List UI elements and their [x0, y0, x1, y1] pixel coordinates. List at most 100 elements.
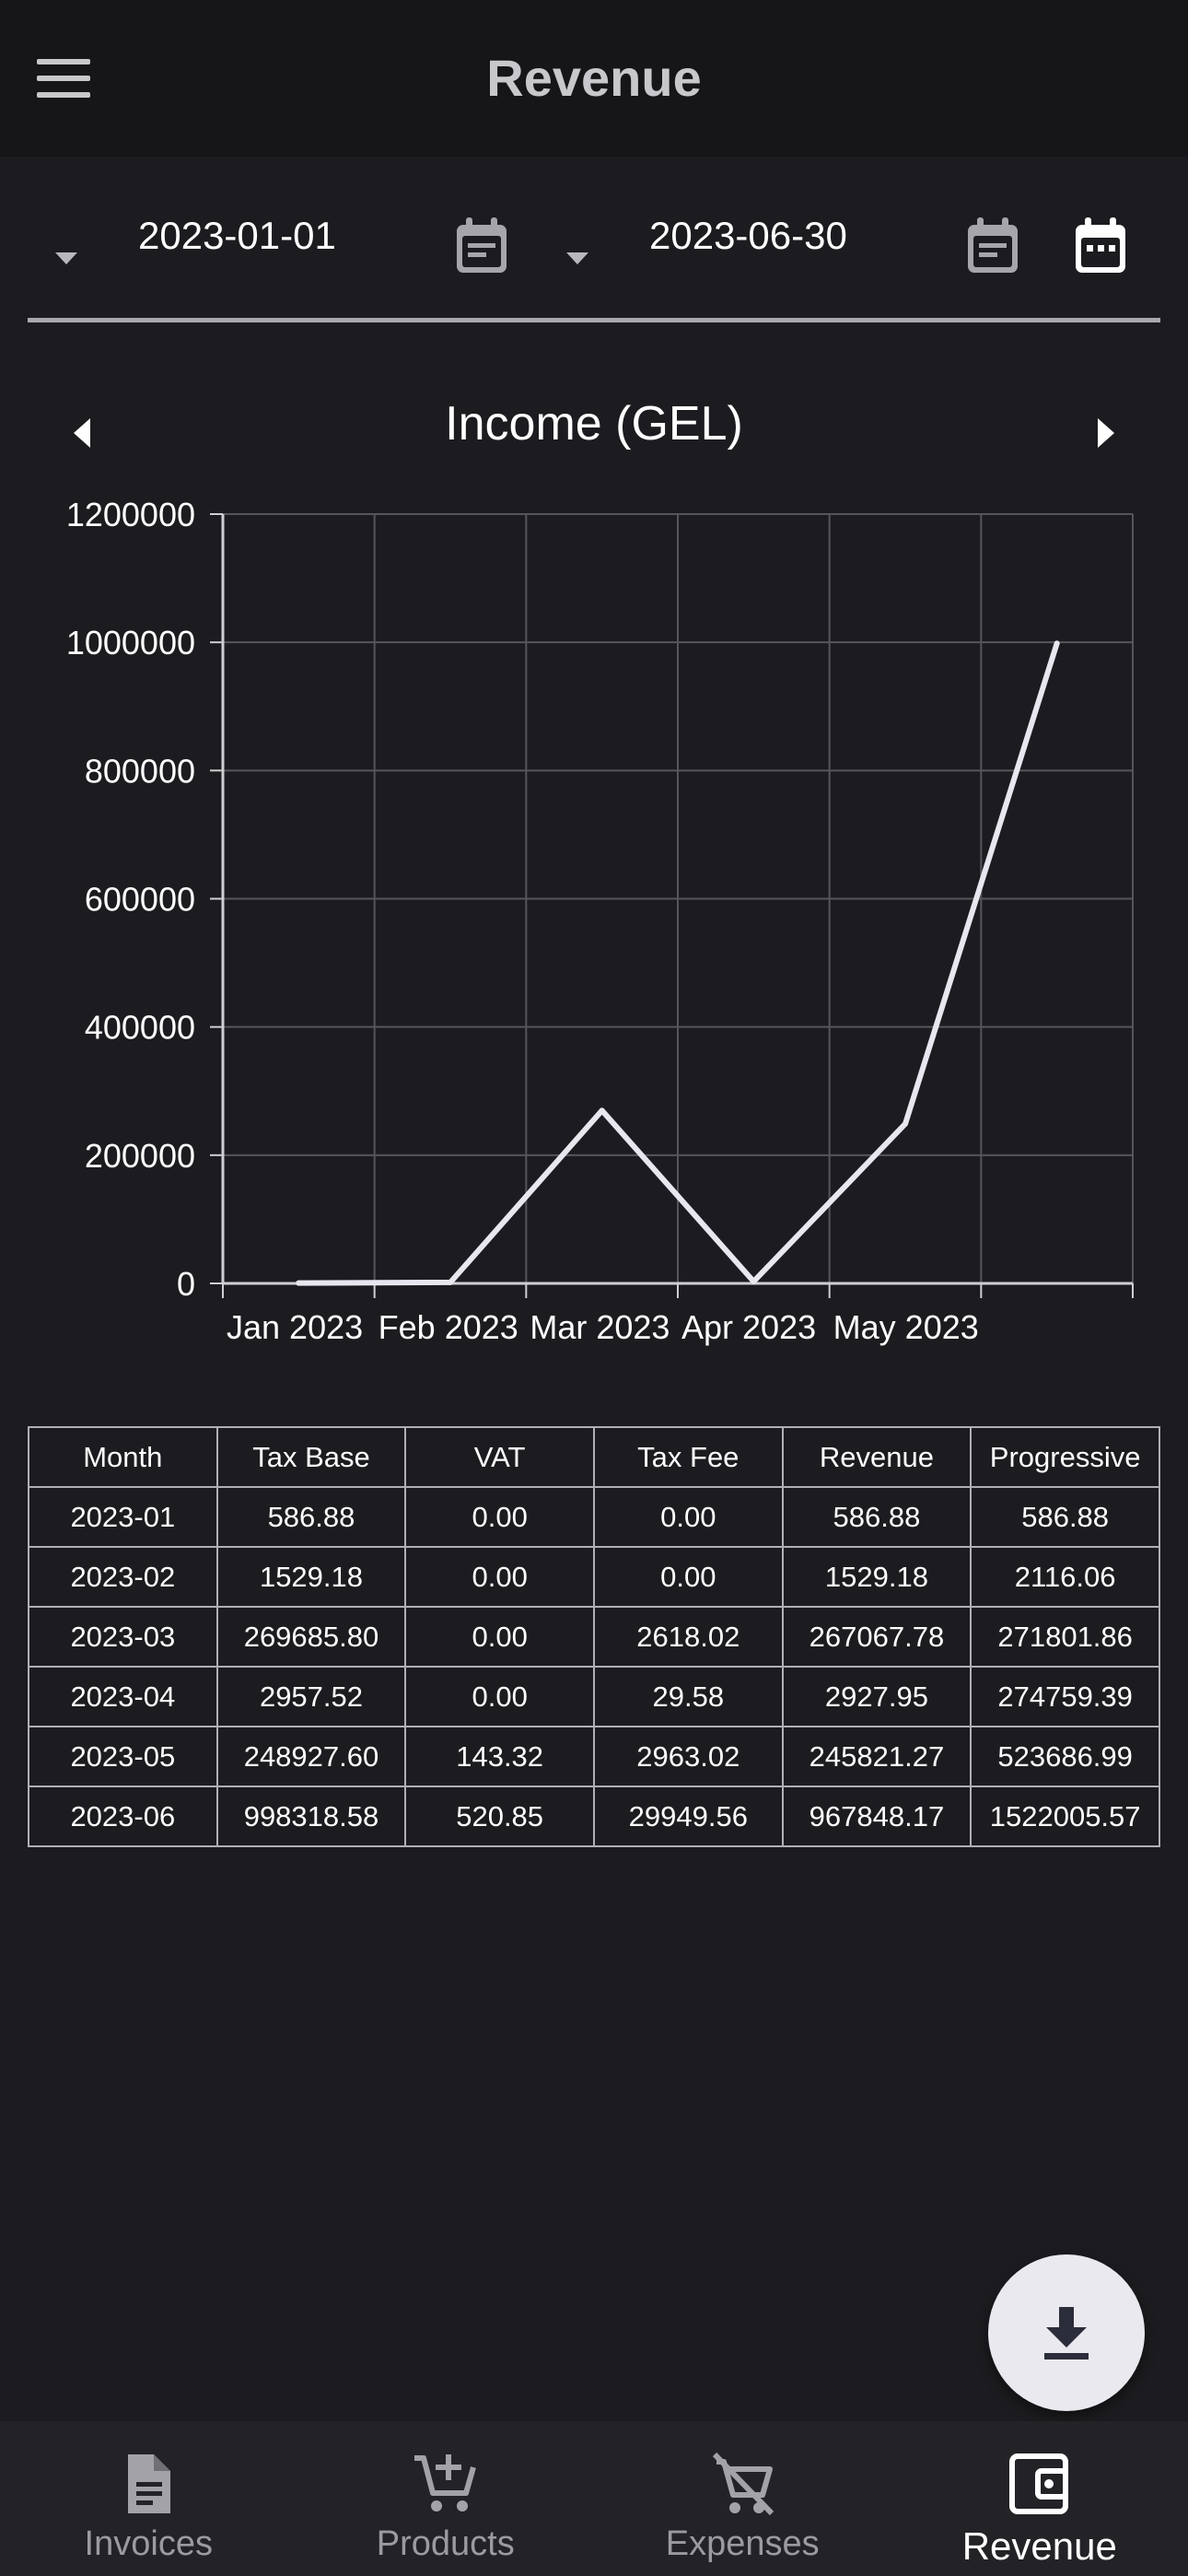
table-cell: 2023-06: [28, 1786, 218, 1847]
download-icon: [1044, 2307, 1089, 2359]
table-cell: 245821.27: [781, 1726, 973, 1787]
table-cell: 271801.86: [970, 1606, 1160, 1668]
start-date-field[interactable]: 2023-01-01: [138, 214, 336, 257]
x-tick-label: May 2023: [833, 1308, 979, 1346]
table-cell: 586.88: [215, 1486, 407, 1548]
data-point: [599, 1107, 605, 1114]
table-cell: 0.00: [404, 1546, 595, 1608]
data-point: [903, 1120, 908, 1127]
table-cell: 998318.58: [215, 1786, 407, 1847]
calendar-range-icon[interactable]: [1068, 214, 1133, 278]
cart-add-icon: [413, 2454, 476, 2512]
end-date-dropdown-icon[interactable]: [559, 240, 596, 276]
table-cell: 274759.39: [970, 1666, 1160, 1727]
nav-label: Invoices: [84, 2524, 213, 2563]
nav-label: Products: [376, 2524, 515, 2563]
start-date-dropdown-icon[interactable]: [48, 240, 85, 276]
nav-item-revenue[interactable]: Revenue: [891, 2421, 1188, 2576]
bottom-navigation: Invoices Products Expenses Revenue: [0, 2421, 1188, 2576]
column-header: Tax Fee: [592, 1426, 784, 1488]
table-cell: 0.00: [404, 1606, 595, 1668]
table-cell: 967848.17: [781, 1786, 973, 1847]
table-cell: 586.88: [781, 1486, 973, 1548]
invoice-icon: [128, 2454, 171, 2513]
table-row: 2023-06 998318.58 520.85 29949.56 967848.17 1…: [28, 1786, 1160, 1847]
table-cell: 520.85: [404, 1786, 595, 1847]
wallet-icon: [1008, 2453, 1068, 2514]
table-header-row: Month Tax Base VAT Tax Fee Revenue Progressiv…: [28, 1426, 1160, 1488]
series-line: [296, 640, 1060, 1286]
table-cell: 2023-01: [28, 1486, 218, 1548]
x-tick-label: Apr 2023: [681, 1308, 816, 1346]
table-cell: 269685.80: [215, 1606, 407, 1668]
y-tick-label: 200000: [85, 1137, 195, 1175]
menu-button[interactable]: [37, 46, 120, 111]
arrow-left-icon[interactable]: [55, 405, 111, 461]
x-tick-label: Jan 2023: [227, 1308, 363, 1346]
x-tick-label: Mar 2023: [530, 1308, 670, 1346]
table-cell: 143.32: [404, 1726, 595, 1787]
table-cell: 2963.02: [592, 1726, 784, 1787]
column-header: Revenue: [781, 1426, 973, 1488]
column-header: Month: [28, 1426, 218, 1488]
app-bar: Revenue: [0, 0, 1188, 157]
date-range-picker: 2023-01-01 2023-06-30: [28, 193, 1160, 322]
y-tick-label: 800000: [85, 752, 195, 790]
table-cell: 0.00: [592, 1546, 784, 1608]
nav-item-invoices[interactable]: Invoices: [0, 2421, 297, 2576]
column-header: Tax Base: [215, 1426, 407, 1488]
y-tick-label: 1200000: [66, 496, 195, 533]
y-tick-label: 0: [177, 1265, 195, 1303]
table-cell: 2116.06: [970, 1546, 1160, 1608]
table-cell: 586.88: [970, 1486, 1160, 1548]
data-point: [296, 1280, 302, 1286]
chart-title: Income (GEL): [445, 397, 743, 451]
table-cell: 2023-03: [28, 1606, 218, 1668]
x-tick-label: Feb 2023: [379, 1308, 518, 1346]
table-cell: 2927.95: [781, 1666, 973, 1727]
end-date-field[interactable]: 2023-06-30: [649, 214, 847, 257]
page-title: Revenue: [486, 49, 702, 107]
table-row: 2023-01 586.88 0.00 0.00 586.88 586.88: [28, 1486, 1160, 1548]
hamburger-menu-icon: [37, 59, 90, 98]
table-cell: 0.00: [404, 1486, 595, 1548]
table-row: 2023-05 248927.60 143.32 2963.02 245821.27 52…: [28, 1726, 1160, 1787]
table-cell: 523686.99: [970, 1726, 1160, 1787]
calendar-icon[interactable]: [961, 214, 1025, 278]
arrow-right-icon[interactable]: [1077, 405, 1133, 461]
data-point: [448, 1279, 453, 1285]
y-tick-label: 400000: [85, 1009, 195, 1047]
table-cell: 2957.52: [215, 1666, 407, 1727]
revenue-table: Month Tax Base VAT Tax Fee Revenue Progressiv…: [28, 1426, 1160, 1847]
table-cell: 29949.56: [592, 1786, 784, 1847]
nav-label: Expenses: [665, 2524, 820, 2563]
table-row: 2023-04 2957.52 0.00 29.58 2927.95 274759.39: [28, 1666, 1160, 1727]
column-header: Progressive: [970, 1426, 1160, 1488]
download-button[interactable]: [988, 2254, 1145, 2411]
nav-label: Revenue: [961, 2524, 1117, 2568]
table-cell: 0.00: [592, 1486, 784, 1548]
column-header: VAT: [404, 1426, 595, 1488]
table-row: 2023-02 1529.18 0.00 0.00 1529.18 2116.06: [28, 1546, 1160, 1608]
data-point: [751, 1278, 757, 1284]
nav-item-products[interactable]: Products: [297, 2421, 595, 2576]
table-cell: 2023-05: [28, 1726, 218, 1787]
data-point: [1054, 640, 1060, 647]
table-cell: 1529.18: [215, 1546, 407, 1608]
income-line-chart: 0 200000 400000 600000 800000 1000000 1200000 J…: [66, 496, 1134, 1346]
table-cell: 248927.60: [215, 1726, 407, 1787]
table-cell: 2618.02: [592, 1606, 784, 1668]
table-cell: 2023-02: [28, 1546, 218, 1608]
table-cell: 0.00: [404, 1666, 595, 1727]
table-cell: 2023-04: [28, 1666, 218, 1727]
y-tick-label: 1000000: [66, 624, 195, 662]
nav-item-expenses[interactable]: Expenses: [594, 2421, 891, 2576]
y-tick-label: 600000: [85, 881, 195, 919]
table-cell: 29.58: [592, 1666, 784, 1727]
table-cell: 267067.78: [781, 1606, 973, 1668]
table-cell: 1522005.57: [970, 1786, 1160, 1847]
table-cell: 1529.18: [781, 1546, 973, 1608]
cart-off-icon: [713, 2452, 775, 2516]
calendar-icon[interactable]: [449, 214, 514, 278]
table-row: 2023-03 269685.80 0.00 2618.02 267067.78 2718…: [28, 1606, 1160, 1668]
